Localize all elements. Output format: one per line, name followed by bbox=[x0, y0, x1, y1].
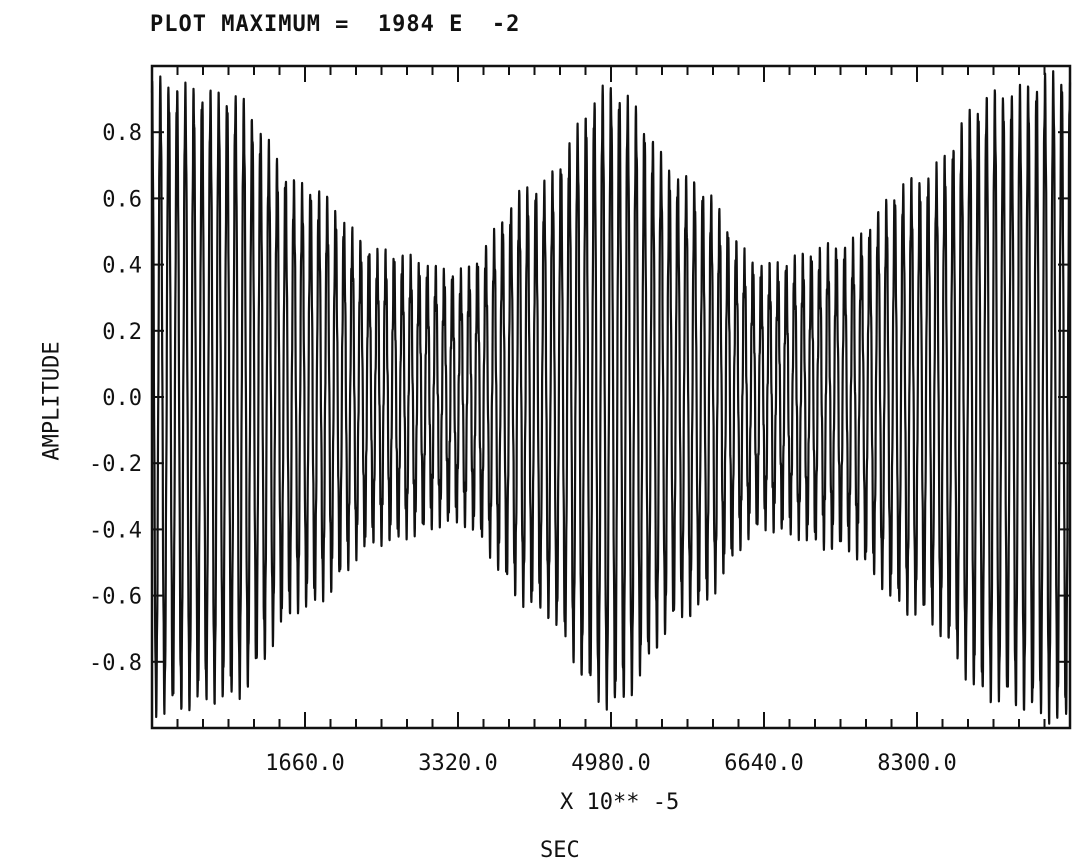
y-axis-label: AMPLITUDE bbox=[39, 341, 65, 461]
y-tick-label: -0.2 bbox=[89, 452, 142, 477]
y-tick-label: 0.4 bbox=[102, 254, 142, 279]
x-tick-label: 4980.0 bbox=[571, 751, 650, 776]
y-tick-label: -0.4 bbox=[89, 518, 142, 543]
x-tick-label: 6640.0 bbox=[724, 751, 803, 776]
y-tick-label: 0.6 bbox=[102, 187, 142, 212]
y-tick-label: -0.6 bbox=[89, 585, 142, 610]
axis-layer: 0.8 0.6 0.4 0.2 0.0 -0.2 -0.4 -0.6 -0.8 1660.0 332… bbox=[89, 66, 1070, 776]
signal-line bbox=[150, 70, 1072, 725]
x-axis-label: X 10** -5 bbox=[560, 790, 680, 815]
y-tick-label: 0.2 bbox=[102, 320, 142, 345]
plot-title: PLOT MAXIMUM = 1984 E -2 bbox=[150, 12, 521, 37]
x-tick-label: 1660.0 bbox=[265, 751, 344, 776]
y-tick-label: 0.8 bbox=[102, 121, 142, 146]
x-tick-label: 8300.0 bbox=[877, 751, 956, 776]
x-axis-unit: SEC bbox=[540, 838, 580, 863]
x-tick-label: 3320.0 bbox=[418, 751, 497, 776]
y-tick-label: 0.0 bbox=[102, 386, 142, 411]
y-tick-label: -0.8 bbox=[89, 651, 142, 676]
signal-layer bbox=[150, 70, 1072, 725]
